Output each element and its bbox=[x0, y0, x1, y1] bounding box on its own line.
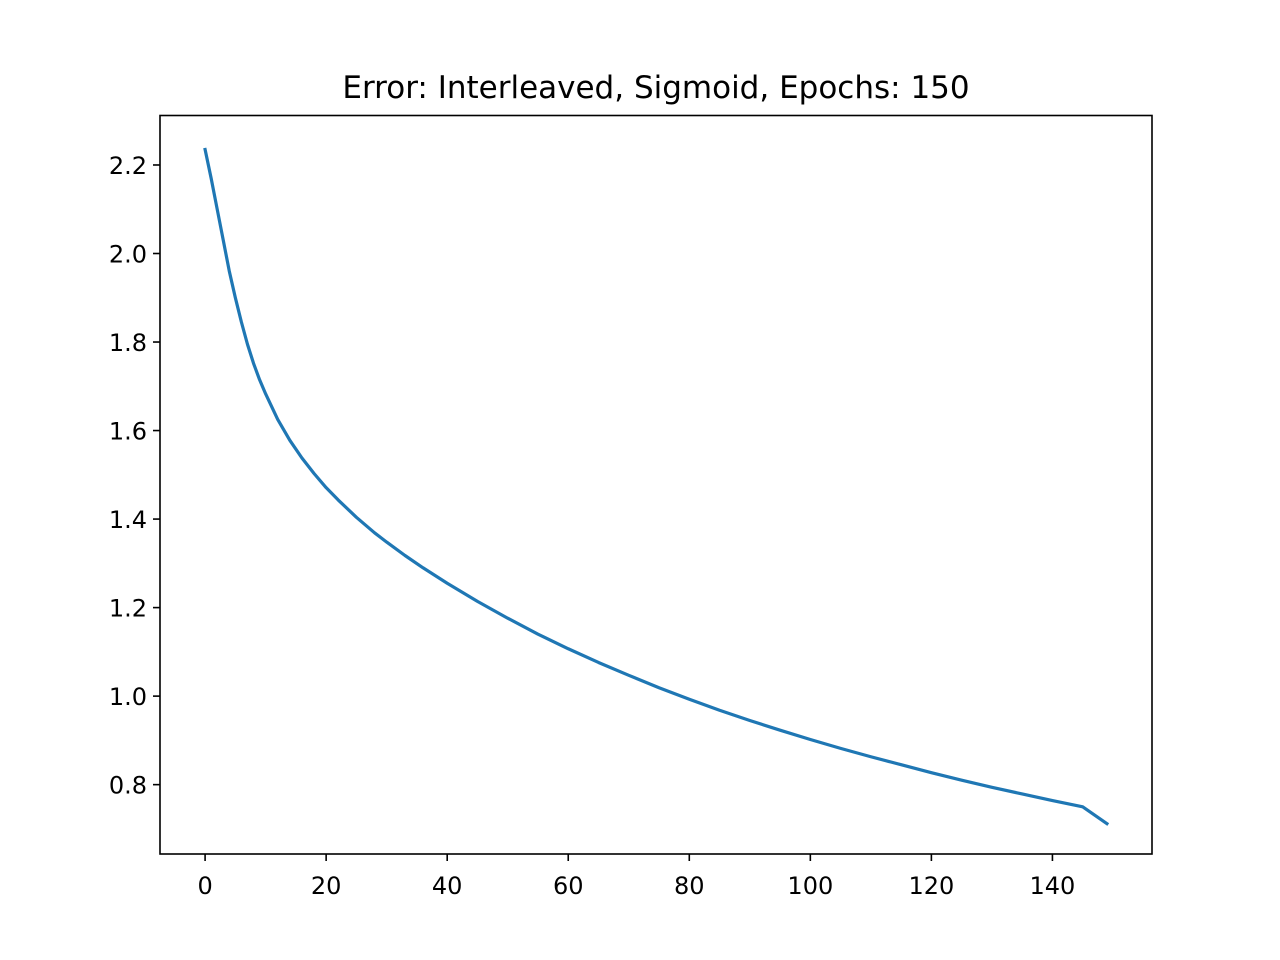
y-tick-label: 1.6 bbox=[109, 418, 147, 446]
x-axis-ticks: 0 20 40 60 80 100 120 140 bbox=[197, 854, 1075, 900]
x-tick-label: 60 bbox=[553, 872, 584, 900]
y-tick-label: 1.8 bbox=[109, 329, 147, 357]
y-tick-label: 1.2 bbox=[109, 595, 147, 623]
y-tick-label: 2.2 bbox=[109, 152, 147, 180]
series-layer bbox=[203, 147, 1110, 826]
y-tick-label: 1.4 bbox=[109, 506, 147, 534]
y-tick-label: 1.0 bbox=[109, 683, 147, 711]
x-tick-label: 120 bbox=[908, 872, 954, 900]
x-tick-label: 20 bbox=[311, 872, 342, 900]
x-tick-label: 0 bbox=[197, 872, 212, 900]
plot-area-frame bbox=[159, 114, 1153, 855]
x-tick-label: 40 bbox=[432, 872, 463, 900]
x-tick-label: 80 bbox=[674, 872, 705, 900]
y-axis-ticks: 0.8 1.0 1.2 1.4 1.6 1.8 2.0 2.2 bbox=[109, 152, 160, 800]
y-tick-label: 0.8 bbox=[109, 772, 147, 800]
y-tick-label: 2.0 bbox=[109, 241, 147, 269]
x-tick-label: 140 bbox=[1030, 872, 1076, 900]
chart-title: Error: Interleaved, Sigmoid, Epochs: 150 bbox=[342, 70, 969, 106]
x-tick-label: 100 bbox=[787, 872, 833, 900]
error-series-line bbox=[203, 147, 1110, 826]
